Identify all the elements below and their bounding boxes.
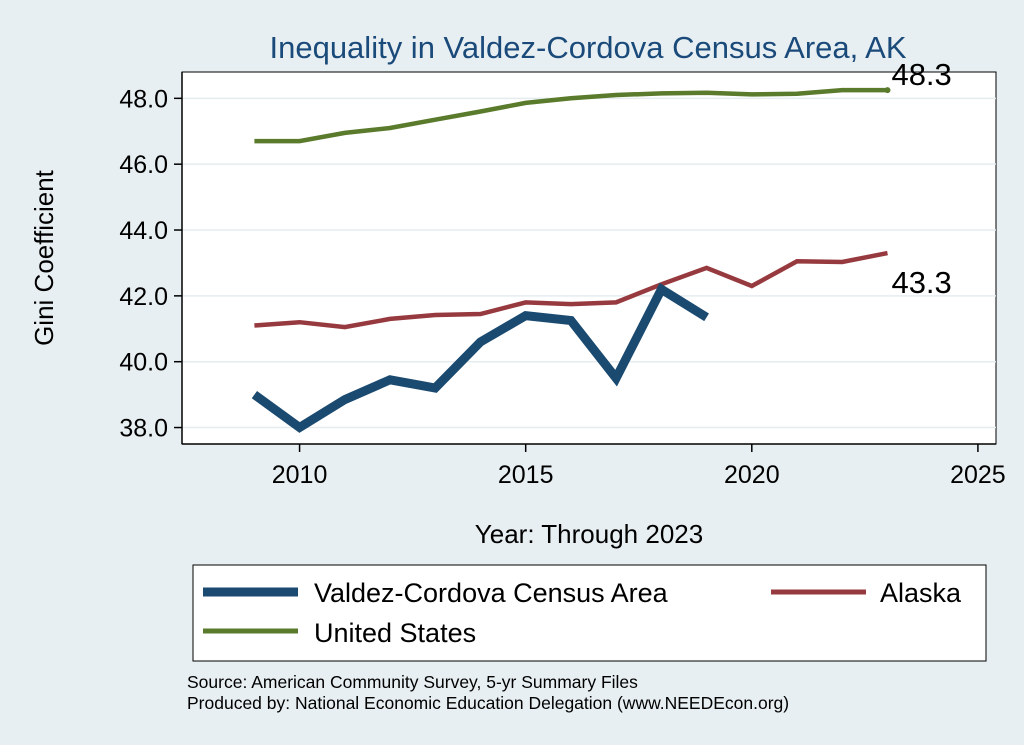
legend-label-us: United States [314,618,476,648]
y-tick-label: 40.0 [119,349,168,377]
y-tick-label: 48.0 [119,85,168,113]
end-label-united-states: 48.3 [891,57,951,92]
tick-labels: 38.0 40.0 42.0 44.0 46.0 48.0 2010 2015 2020 2025 [119,85,1005,489]
y-tick-label: 46.0 [119,151,168,179]
y-tick-label: 42.0 [119,283,168,311]
end-labels: 48.3 43.3 [884,57,952,300]
y-axis-title: Gini Coefficient [29,169,59,346]
x-tick-label: 2010 [272,461,328,489]
legend-box [192,564,987,662]
legend: Valdez-Cordova Census Area Alaska United… [192,564,987,662]
y-tick-label: 44.0 [119,217,168,245]
chart-title: Inequality in Valdez-Cordova Census Area… [269,30,906,65]
x-tick-label: 2015 [498,461,554,489]
series-line-valdez-cordova-census-area [251,282,709,433]
series-lines [251,87,888,433]
series-line-alaska [254,250,888,330]
end-marker-united-states [884,87,891,94]
end-label-alaska: 43.3 [891,265,951,300]
x-tick-label: 2025 [950,461,1006,489]
x-tick-label: 2020 [724,461,780,489]
series-line-united-states [254,87,888,144]
legend-label-valdez: Valdez-Cordova Census Area [314,578,669,608]
legend-label-alaska: Alaska [880,578,962,608]
axes [181,72,996,445]
source-note: Source: American Community Survey, 5-yr … [187,672,638,692]
producer-note: Produced by: National Economic Education… [187,693,789,713]
x-axis-title: Year: Through 2023 [475,519,703,549]
y-tick-label: 38.0 [119,415,168,443]
